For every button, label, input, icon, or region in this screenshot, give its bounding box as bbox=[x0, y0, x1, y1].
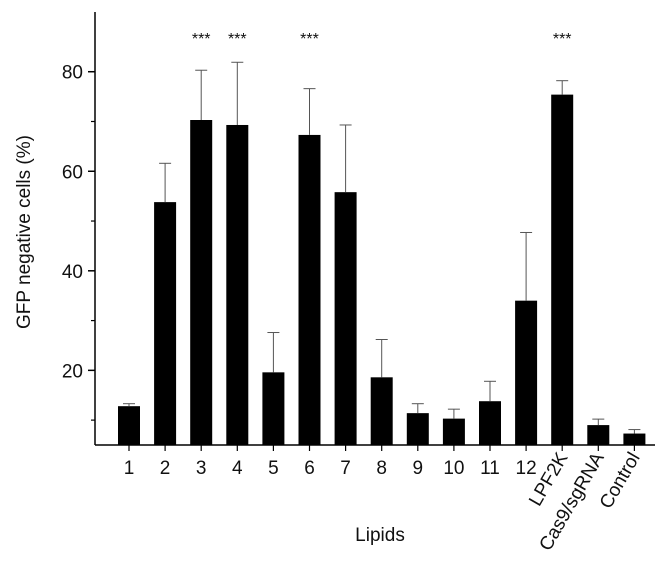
y-axis-title: GFP negative cells (%) bbox=[14, 135, 35, 329]
significance-label: *** bbox=[300, 31, 319, 48]
x-tick-label: 7 bbox=[340, 458, 351, 479]
bar bbox=[370, 377, 393, 445]
significance-label: *** bbox=[553, 31, 572, 48]
y-tick-label: 40 bbox=[62, 262, 83, 283]
bar bbox=[298, 134, 321, 445]
x-tick-label: 4 bbox=[232, 458, 243, 479]
y-axis-ticks: 20 40 60 80 bbox=[62, 63, 95, 421]
x-tick-label: 6 bbox=[304, 458, 315, 479]
y-tick-label: 20 bbox=[62, 361, 83, 382]
bar bbox=[262, 372, 285, 445]
y-tick-label: 80 bbox=[62, 63, 83, 84]
x-tick-label: 10 bbox=[443, 458, 464, 479]
bar bbox=[190, 120, 213, 445]
x-tick-label: 1 bbox=[124, 458, 135, 479]
x-tick-label: 12 bbox=[516, 458, 537, 479]
bar bbox=[406, 413, 429, 445]
bar bbox=[623, 433, 646, 445]
x-axis-title: Lipids bbox=[355, 525, 405, 546]
bars bbox=[118, 94, 646, 446]
y-tick-label: 60 bbox=[62, 162, 83, 183]
bar bbox=[226, 124, 249, 446]
bar bbox=[479, 401, 501, 445]
bar bbox=[118, 406, 140, 445]
bar bbox=[515, 300, 538, 445]
x-tick-label: 5 bbox=[268, 458, 279, 479]
x-tick-label: 2 bbox=[160, 458, 171, 479]
significance-label: *** bbox=[192, 31, 211, 48]
x-tick-label: 11 bbox=[480, 458, 500, 479]
x-tick-label: 8 bbox=[376, 458, 387, 479]
x-tick-label: 3 bbox=[196, 458, 207, 479]
bar bbox=[334, 192, 357, 445]
bar bbox=[154, 202, 177, 445]
error-bars bbox=[123, 61, 641, 434]
bar bbox=[587, 425, 610, 445]
bar bbox=[551, 94, 574, 445]
bar bbox=[442, 418, 465, 445]
significance-label: *** bbox=[228, 31, 247, 48]
significance-annotations: *** *** *** *** bbox=[192, 31, 572, 48]
x-tick-label: 9 bbox=[413, 458, 424, 479]
